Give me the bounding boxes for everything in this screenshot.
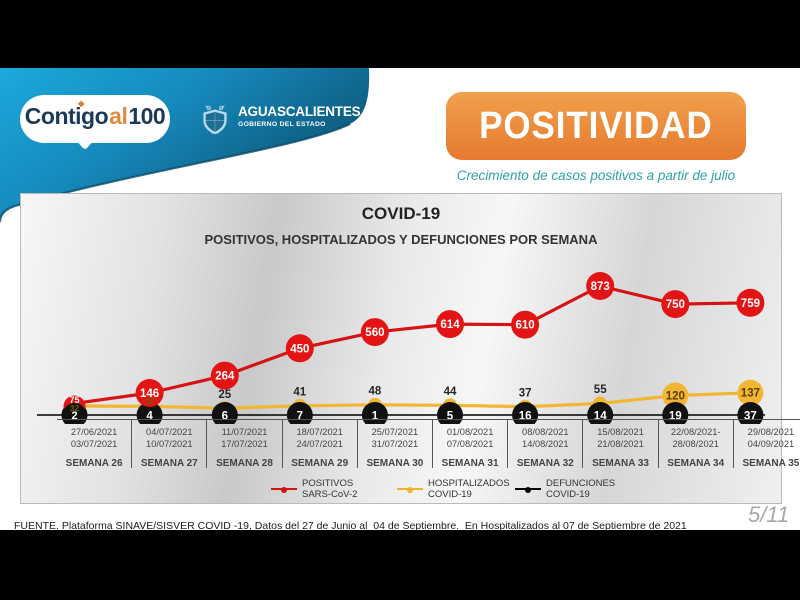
svg-text:750: 750: [666, 299, 685, 311]
svg-text:614: 614: [440, 319, 460, 331]
svg-text:264: 264: [215, 371, 235, 383]
svg-text:759: 759: [741, 298, 760, 310]
svg-text:450: 450: [290, 343, 309, 355]
svg-text:610: 610: [516, 320, 535, 332]
svg-text:32: 32: [145, 396, 155, 406]
svg-text:32: 32: [70, 403, 80, 413]
svg-text:55: 55: [594, 384, 607, 396]
svg-text:120: 120: [666, 390, 685, 402]
svg-text:44: 44: [444, 386, 457, 398]
svg-text:873: 873: [591, 281, 610, 293]
svg-text:48: 48: [369, 386, 382, 398]
svg-text:37: 37: [519, 388, 532, 400]
svg-text:25: 25: [218, 389, 231, 401]
svg-text:137: 137: [741, 388, 760, 400]
svg-text:41: 41: [293, 387, 306, 399]
svg-text:560: 560: [365, 327, 384, 339]
